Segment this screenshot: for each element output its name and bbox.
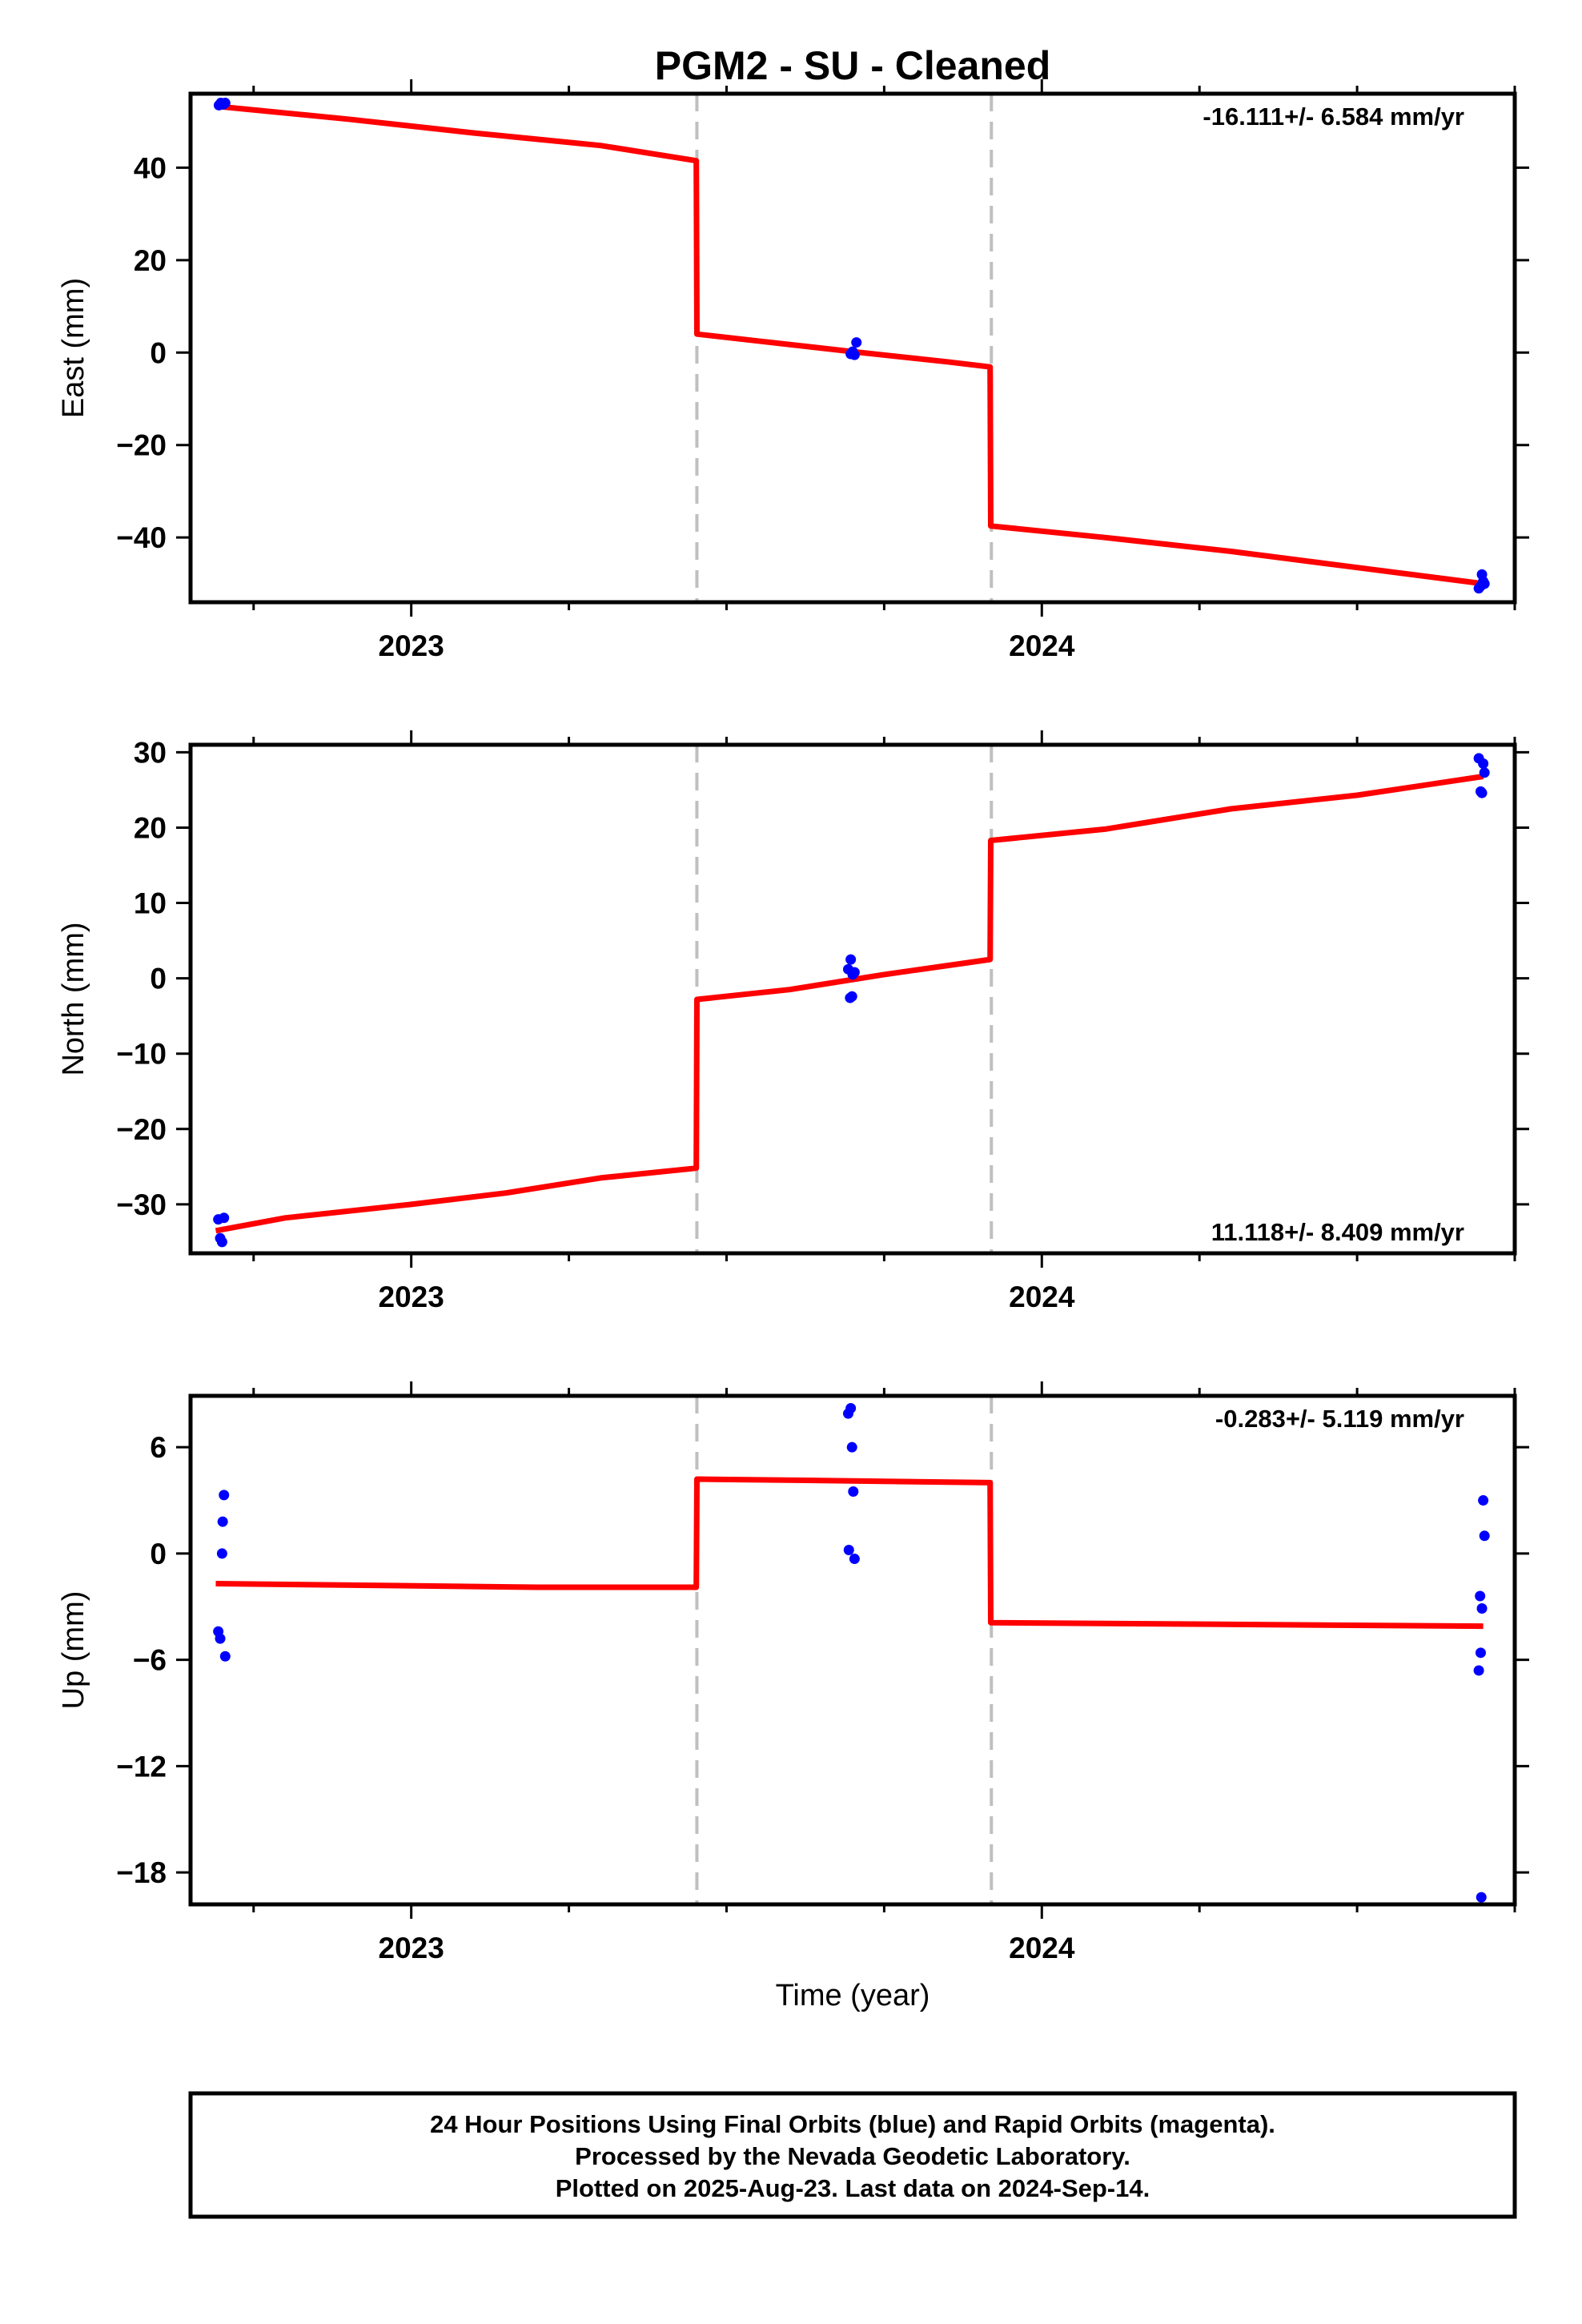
data-point bbox=[216, 1236, 227, 1248]
rate-label: -0.283+/- 5.119 mm/yr bbox=[1215, 1405, 1464, 1433]
x-tick-label: 2023 bbox=[379, 629, 444, 662]
data-point bbox=[219, 1212, 230, 1224]
data-point bbox=[217, 1516, 228, 1527]
y-tick-label: 6 bbox=[150, 1431, 167, 1464]
fit-line bbox=[215, 103, 1484, 587]
y-tick-label: −10 bbox=[116, 1038, 167, 1071]
footer-line-3: Plotted on 2025-Aug-23. Last data on 202… bbox=[556, 2174, 1150, 2202]
x-tick-label: 2024 bbox=[1009, 1932, 1075, 1964]
data-point bbox=[846, 1441, 857, 1453]
y-axis-label: Up (mm) bbox=[57, 1591, 90, 1710]
footer-frame bbox=[188, 2091, 1517, 2219]
fit-line bbox=[215, 774, 1484, 1234]
data-point bbox=[1479, 767, 1490, 778]
y-tick-label: −20 bbox=[116, 1113, 167, 1146]
data-point bbox=[1473, 1665, 1484, 1676]
y-tick-label: 0 bbox=[150, 1538, 167, 1570]
data-point bbox=[1476, 787, 1488, 798]
y-tick-label: −6 bbox=[133, 1644, 167, 1677]
data-point bbox=[215, 1633, 226, 1644]
rate-label: -16.111+/- 6.584 mm/yr bbox=[1203, 103, 1464, 131]
fit-line bbox=[215, 1476, 1484, 1630]
y-tick-label: −30 bbox=[116, 1188, 167, 1221]
y-tick-label: 40 bbox=[134, 151, 167, 184]
data-point bbox=[219, 98, 231, 109]
x-tick-label: 2023 bbox=[379, 1281, 444, 1313]
data-point bbox=[849, 1554, 860, 1565]
data-point bbox=[1475, 1590, 1486, 1602]
y-tick-label: 0 bbox=[150, 963, 167, 995]
footer-box: 24 Hour Positions Using Final Orbits (bl… bbox=[188, 2091, 1517, 2219]
data-point bbox=[1476, 1892, 1487, 1903]
data-point bbox=[1479, 578, 1490, 589]
y-axis-label: North (mm) bbox=[57, 922, 90, 1076]
y-tick-label: 0 bbox=[150, 336, 167, 369]
x-tick-label: 2024 bbox=[1009, 629, 1075, 662]
data-point bbox=[846, 991, 857, 1002]
up-panel: 2023 2024 −18 −12 −6 0 6 Up (mm) -0.283+/- 5.119… bbox=[57, 1381, 1529, 1964]
data-point bbox=[851, 337, 862, 348]
chart-title: PGM2 - SU - Cleaned bbox=[655, 43, 1051, 88]
data-point bbox=[848, 1486, 859, 1497]
data-point bbox=[219, 1490, 230, 1501]
x-tick-label: 2023 bbox=[379, 1932, 444, 1964]
y-tick-label: 10 bbox=[134, 887, 167, 920]
data-point bbox=[1476, 1603, 1488, 1614]
y-tick-label: −12 bbox=[116, 1750, 167, 1783]
y-tick-label: −18 bbox=[116, 1856, 167, 1889]
y-axis-label: East (mm) bbox=[57, 278, 90, 418]
north-panel: 2023 2024 −30 −20 −10 0 10 20 30 North (mm) 11.118… bbox=[57, 730, 1529, 1313]
data-point bbox=[843, 1544, 854, 1555]
data-point bbox=[845, 1402, 857, 1413]
data-point bbox=[849, 349, 860, 360]
data-point bbox=[1479, 1530, 1490, 1542]
data-point bbox=[1478, 1495, 1489, 1506]
data-point bbox=[1475, 1647, 1486, 1659]
y-tick-label: −20 bbox=[116, 429, 167, 462]
footer-line-2: Processed by the Nevada Geodetic Laborat… bbox=[575, 2142, 1130, 2170]
rate-label: 11.118+/- 8.409 mm/yr bbox=[1211, 1218, 1464, 1246]
x-tick-label: 2024 bbox=[1009, 1281, 1075, 1313]
y-tick-label: 20 bbox=[134, 244, 167, 277]
east-panel: 2023 2024 −40 −20 0 20 40 East (mm) -16.111+/- 6… bbox=[57, 79, 1529, 662]
plot-frame bbox=[188, 91, 1517, 605]
x-axis-label: Time (year) bbox=[776, 1979, 930, 2012]
data-point bbox=[849, 967, 860, 978]
y-tick-label: −40 bbox=[116, 521, 167, 554]
data-point bbox=[1478, 758, 1489, 770]
data-point bbox=[219, 1651, 231, 1662]
data-point bbox=[216, 1548, 227, 1559]
footer-line-1: 24 Hour Positions Using Final Orbits (bl… bbox=[430, 2110, 1275, 2138]
plot-frame bbox=[188, 742, 1517, 1256]
y-tick-label: 30 bbox=[134, 736, 167, 769]
data-point bbox=[845, 954, 857, 965]
y-tick-label: 20 bbox=[134, 811, 167, 844]
plot-frame bbox=[188, 1393, 1517, 1907]
